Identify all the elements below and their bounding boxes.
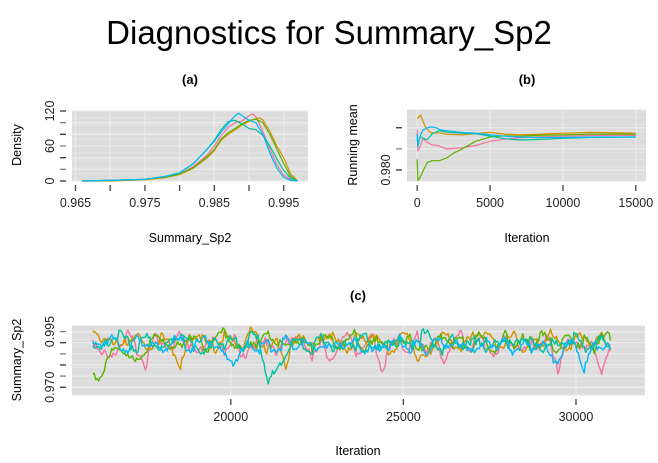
y-tick-label: 0.980 [379,154,393,185]
x-axis-title-a: Summary_Sp2 [149,231,232,245]
x-tick-label: 0.975 [129,196,160,210]
series-b [416,114,636,182]
series-line-chain1 [416,129,636,152]
series-line-chain5 [92,333,612,374]
x-tick-label: 5000 [476,196,504,210]
series-line-chain5 [82,112,298,182]
chart-main-title: Diagnostics for Summary_Sp2 [106,14,552,51]
y-axis-title-b: Running mean [346,104,360,185]
panel-label-c: (c) [350,288,366,303]
x-tick-label: 0 [414,196,421,210]
panel-b-running-mean: (b) 0 5000 10000 15000 0.980 Iteration Runni… [346,72,653,245]
x-tick-label: 0.985 [199,196,230,210]
x-axis-title-c: Iteration [335,444,380,458]
axes-b: 0 5000 10000 15000 0.980 [379,127,653,210]
y-tick-label: 60 [43,139,57,153]
y-tick-label: 0 [43,177,57,184]
panel-label-a: (a) [182,72,198,87]
series-line-chain1 [92,329,612,376]
series-line-chain3 [416,133,636,182]
axes-a: 0.965 0.975 0.985 0.995 0 60 120 [43,101,299,210]
series-line-chain3 [82,118,298,182]
x-tick-label: 10000 [546,196,581,210]
x-axis-title-b: Iteration [504,231,549,245]
grid-c [72,325,645,396]
x-tick-label: 0.965 [60,196,91,210]
x-tick-label: 30000 [559,410,594,424]
panel-label-b: (b) [519,72,536,87]
grid-a [72,110,308,182]
series-c [92,326,612,385]
y-tick-label: 0.970 [43,372,57,403]
series-line-chain2 [416,114,636,136]
series-a [82,112,299,182]
x-tick-label: 0.995 [268,196,299,210]
grid-b [407,109,646,182]
y-axis-title-a: Density [10,123,24,165]
series-line-chain4 [416,130,636,146]
panel-a-density: (a) 0.965 0.975 0.985 0.995 0 60 120 Summary_S… [10,72,308,245]
y-tick-label: 0.995 [43,316,57,347]
series-line-chain5 [416,126,636,148]
x-tick-label: 20000 [213,410,248,424]
y-tick-label: 120 [43,101,57,122]
axes-c: 20000 25000 30000 0.970 0.995 [43,316,593,424]
x-tick-label: 25000 [386,410,421,424]
y-axis-title-c: Summary_Sp2 [10,319,24,402]
x-tick-label: 15000 [618,196,653,210]
